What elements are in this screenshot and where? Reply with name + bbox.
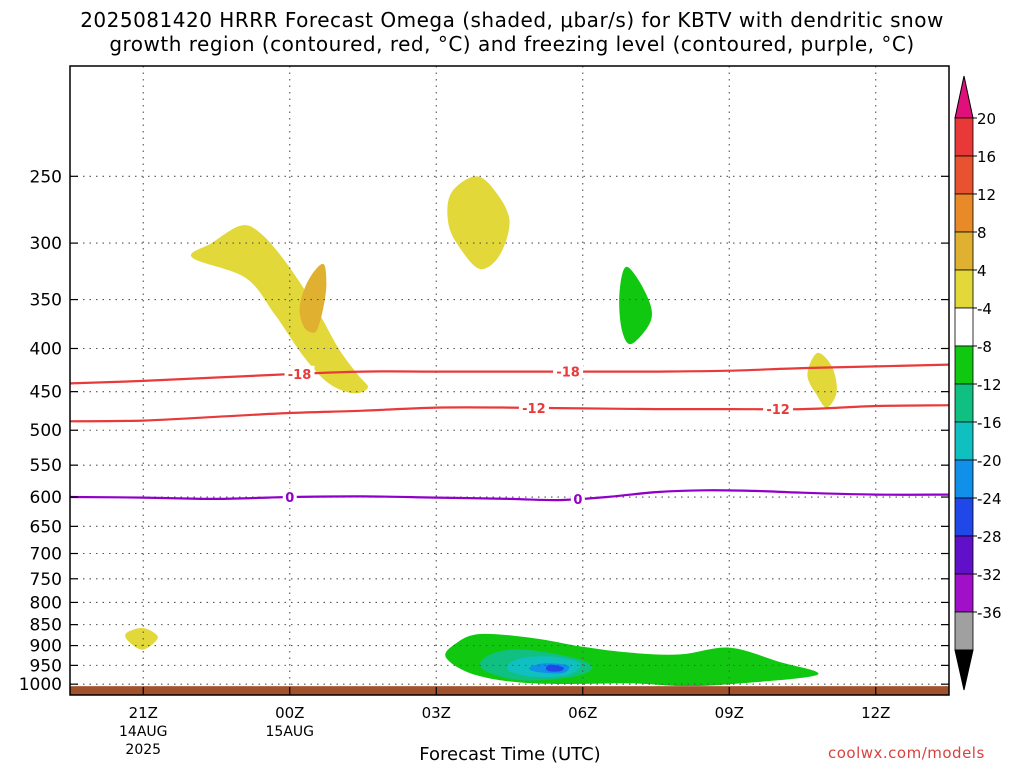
x-tick-label: 21Z bbox=[129, 704, 158, 722]
colorbar-label: -4 bbox=[977, 300, 992, 318]
contour-label: 0 bbox=[285, 491, 294, 506]
y-tick-label: 1000 bbox=[19, 675, 62, 695]
y-tick-label: 550 bbox=[30, 456, 62, 476]
colorbar-band bbox=[954, 117, 974, 157]
colorbar-label: -24 bbox=[977, 490, 1002, 508]
contour-layer: -18 -18 -12 -12 0 0 bbox=[69, 363, 950, 508]
colorbar-label: 4 bbox=[977, 262, 987, 280]
colorbar-band bbox=[954, 345, 974, 385]
grid-layer bbox=[70, 66, 949, 695]
colorbar-label: -12 bbox=[977, 376, 1002, 394]
terrain-strip bbox=[70, 686, 949, 695]
contour-label-bg bbox=[518, 399, 549, 415]
colorbar-label: -16 bbox=[977, 414, 1002, 432]
x-tick-date: 14AUG bbox=[119, 724, 168, 740]
contour-label-bg bbox=[553, 363, 584, 379]
plot-frame bbox=[69, 65, 950, 696]
colorbar-bottom-arrow bbox=[954, 649, 974, 691]
colorbar-band bbox=[954, 269, 974, 309]
y-tick-label: 400 bbox=[30, 339, 62, 359]
colorbar-band bbox=[954, 497, 974, 537]
colorbar-label: -20 bbox=[977, 452, 1002, 470]
contour-label-bg bbox=[284, 365, 315, 381]
y-tick-label: 350 bbox=[30, 291, 62, 311]
x-tick-date: 15AUG bbox=[266, 724, 315, 740]
colorbar-label: 16 bbox=[977, 148, 996, 166]
x-axis-title: Forecast Time (UTC) bbox=[419, 744, 601, 765]
omega-region-3 bbox=[619, 266, 652, 345]
colorbar-top-arrow bbox=[954, 75, 974, 119]
colorbar-band bbox=[954, 231, 974, 271]
y-tick-label: 250 bbox=[30, 167, 62, 187]
colorbar-label: 12 bbox=[977, 186, 996, 204]
chart-title-line2: growth region (contoured, red, °C) and f… bbox=[109, 32, 915, 56]
x-tick-label: 12Z bbox=[861, 704, 890, 722]
colorbar-band bbox=[954, 421, 974, 461]
contour-label: -12 bbox=[766, 403, 790, 418]
contour-line-1 bbox=[69, 404, 950, 423]
contour-label-bg bbox=[282, 489, 297, 505]
contour-label: -18 bbox=[556, 366, 580, 381]
y-tick-label: 900 bbox=[30, 637, 62, 657]
y-tick-label: 500 bbox=[30, 421, 62, 441]
contour-label-bg bbox=[570, 490, 585, 506]
y-tick-label: 950 bbox=[30, 656, 62, 676]
colorbar-band bbox=[954, 155, 974, 195]
colorbar-band bbox=[954, 573, 974, 613]
omega-region-10 bbox=[545, 664, 564, 672]
omega-region-0 bbox=[190, 225, 368, 394]
colorbar-label: -8 bbox=[977, 338, 992, 356]
omega-shading-layer bbox=[125, 176, 837, 687]
colorbar-label: 20 bbox=[977, 110, 996, 128]
colorbar-band bbox=[954, 383, 974, 423]
contour-line-0 bbox=[69, 363, 950, 385]
colorbar: 20 16 12 8 4 -4 -8 -12 -16 -20 -24 -28 -32 -36 bbox=[954, 75, 1002, 691]
contour-line-2 bbox=[69, 489, 950, 502]
contour-label: -18 bbox=[288, 368, 312, 383]
omega-region-4 bbox=[807, 352, 837, 408]
axes-layer: 2503003504004505005506006507007508008509… bbox=[19, 65, 950, 758]
x-tick-label: 03Z bbox=[422, 704, 451, 722]
x-tick-label: 00Z bbox=[275, 704, 304, 722]
y-tick-label: 600 bbox=[30, 488, 62, 508]
y-tick-label: 800 bbox=[30, 593, 62, 613]
colorbar-band bbox=[954, 535, 974, 575]
colorbar-band bbox=[954, 459, 974, 499]
colorbar-band bbox=[954, 193, 974, 233]
x-tick-label: 09Z bbox=[715, 704, 744, 722]
omega-region-1 bbox=[299, 263, 327, 333]
contour-label: -12 bbox=[522, 402, 546, 417]
omega-region-2 bbox=[447, 176, 510, 270]
ground-layer bbox=[70, 686, 949, 695]
omega-region-5 bbox=[125, 628, 158, 650]
y-tick-label: 700 bbox=[30, 545, 62, 565]
colorbar-label: 8 bbox=[977, 224, 987, 242]
colorbar-label: -36 bbox=[977, 604, 1002, 622]
y-tick-label: 850 bbox=[30, 616, 62, 636]
y-tick-label: 450 bbox=[30, 383, 62, 403]
y-tick-label: 300 bbox=[30, 234, 62, 254]
colorbar-band bbox=[954, 307, 974, 347]
chart-title-line1: 2025081420 HRRR Forecast Omega (shaded, … bbox=[80, 8, 944, 32]
contour-label-bg bbox=[763, 401, 794, 417]
colorbar-band bbox=[954, 611, 974, 651]
site-credit[interactable]: coolwx.com/models bbox=[828, 744, 985, 762]
x-tick-label: 06Z bbox=[568, 704, 597, 722]
y-tick-label: 750 bbox=[30, 570, 62, 590]
y-tick-label: 650 bbox=[30, 517, 62, 537]
colorbar-label: -32 bbox=[977, 566, 1002, 584]
contour-label: 0 bbox=[573, 493, 582, 508]
x-tick-year: 2025 bbox=[125, 742, 161, 758]
colorbar-label: -28 bbox=[977, 528, 1002, 546]
